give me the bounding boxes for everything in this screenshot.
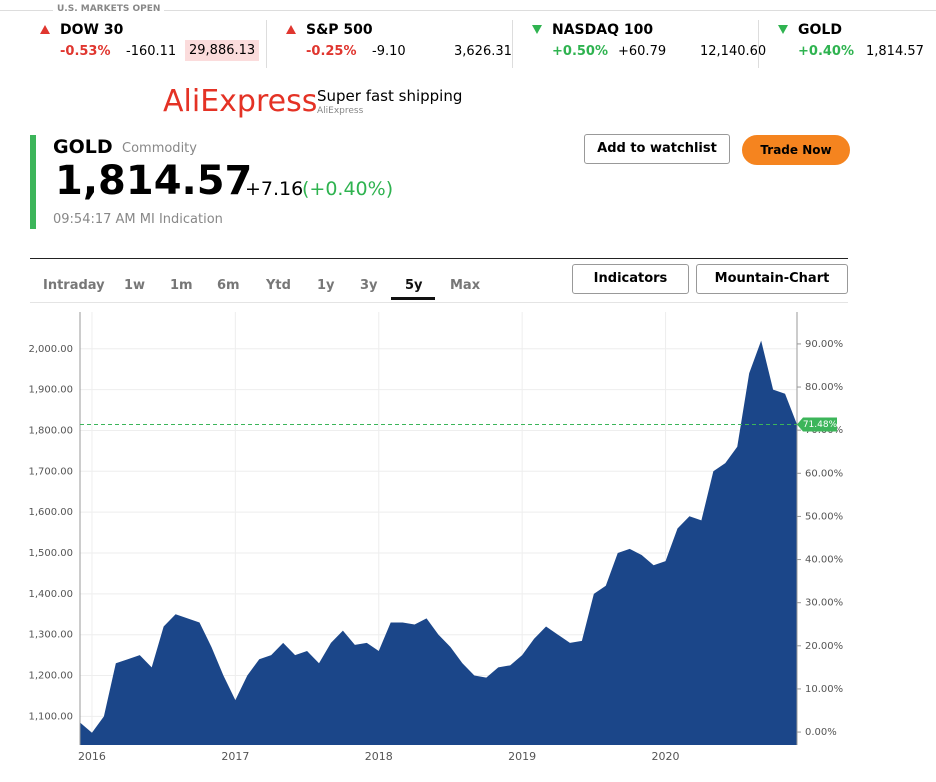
y2-tick-label: 50.00% [805, 511, 843, 522]
ticker-change-pct: -0.25% [306, 44, 357, 59]
range-tab[interactable]: 5y [405, 278, 423, 293]
y2-tick-label: 90.00% [805, 339, 843, 350]
y2-tick-label: 20.00% [805, 641, 843, 652]
y2-tick-label: 60.00% [805, 468, 843, 479]
market-status: U.S. MARKETS OPEN [53, 4, 165, 14]
y-tick-label: 1,500.00 [28, 548, 73, 559]
ticker-change: +60.79 [618, 44, 667, 59]
ticker-change: -160.11 [126, 44, 177, 59]
quote-name: GOLD [53, 136, 113, 158]
ticker-arrow [532, 25, 542, 34]
watchlist-button[interactable]: Add to watchlist [584, 134, 730, 164]
ticker-price: 3,626.31 [454, 44, 512, 59]
quote-price: 1,814.57 [55, 158, 253, 204]
ticker-change: -9.10 [372, 44, 406, 59]
ticker-name[interactable]: GOLD [798, 22, 842, 38]
range-tab[interactable]: 3y [360, 278, 378, 293]
y-tick-label: 1,800.00 [28, 425, 73, 436]
y-tick-label: 1,700.00 [28, 466, 73, 477]
current-badge [797, 417, 837, 432]
range-tab[interactable]: 6m [217, 278, 240, 293]
y2-tick-label: 30.00% [805, 598, 843, 609]
status-bar [30, 135, 36, 229]
tool-button[interactable]: Mountain-Chart [696, 264, 848, 294]
x-tick-label: 2017 [221, 750, 249, 763]
y-tick-label: 1,400.00 [28, 589, 73, 600]
range-tab[interactable]: 1y [317, 278, 335, 293]
y-tick-label: 1,900.00 [28, 385, 73, 396]
range-tab[interactable]: 1m [170, 278, 193, 293]
x-tick-label: 2016 [78, 750, 106, 763]
ticker-arrow [778, 25, 788, 34]
x-tick-label: 2020 [652, 750, 680, 763]
range-tab[interactable]: Ytd [266, 278, 291, 293]
y-tick-label: 1,300.00 [28, 630, 73, 641]
ad-source: AliExpress [317, 106, 364, 116]
area [80, 340, 797, 745]
ticker-arrow [40, 25, 50, 34]
trade-button[interactable]: Trade Now [742, 135, 850, 165]
ticker-name[interactable]: NASDAQ 100 [552, 22, 654, 38]
y-tick-label: 1,200.00 [28, 671, 73, 682]
ticker-change-pct: +0.50% [552, 44, 608, 59]
y-tick-label: 1,100.00 [28, 711, 73, 722]
ticker-price: 12,140.60 [700, 44, 767, 59]
ticker-change-pct: +0.40% [798, 44, 854, 59]
y2-tick-label: 10.00% [805, 684, 843, 695]
tab-underline [391, 297, 435, 300]
divider [758, 20, 759, 68]
range-tab[interactable]: Max [450, 278, 481, 293]
y-tick-label: 1,600.00 [28, 507, 73, 518]
divider [266, 20, 267, 68]
ticker-price: 29,886.13 [185, 40, 260, 61]
divider [30, 302, 848, 303]
ticker-arrow [286, 25, 296, 34]
y2-tick-label: 0.00% [805, 727, 837, 738]
divider [30, 258, 848, 259]
y2-tick-label: 80.00% [805, 382, 843, 393]
x-tick-label: 2019 [508, 750, 536, 763]
ad-text[interactable]: Super fast shipping [317, 87, 463, 105]
quote-time: 09:54:17 AM MI Indication [53, 212, 223, 227]
ad-brand[interactable]: AliExpress [163, 84, 318, 119]
quote-change-pct: (+0.40%) [302, 178, 394, 200]
ticker-name[interactable]: S&P 500 [306, 22, 373, 38]
quote-change: +7.16 [245, 178, 304, 200]
current-label: 71.48% [803, 420, 838, 430]
ticker-change-pct: -0.53% [60, 44, 111, 59]
divider [0, 10, 936, 11]
y-tick-label: 2,000.00 [28, 344, 73, 355]
range-tab[interactable]: 1w [124, 278, 146, 293]
y2-tick-label: 40.00% [805, 555, 843, 566]
range-tab[interactable]: Intraday [43, 278, 105, 293]
ticker-name[interactable]: DOW 30 [60, 22, 124, 38]
divider [512, 20, 513, 68]
tool-button[interactable]: Indicators [572, 264, 689, 294]
quote-kind: Commodity [122, 141, 197, 156]
ticker-price: 1,814.57 [866, 44, 924, 59]
x-tick-label: 2018 [365, 750, 393, 763]
